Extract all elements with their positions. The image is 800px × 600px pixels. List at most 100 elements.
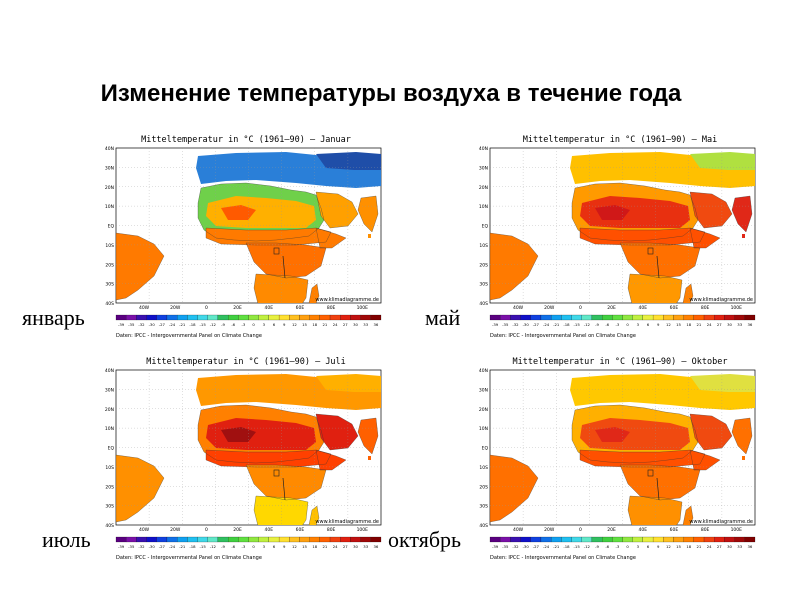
- scale-label: -18: [563, 322, 570, 327]
- color-scale: -39 -35 -32 -30 -27 -24 -21 -18 -15 -12 -9 -6 -3 0 3 6 9…: [489, 536, 756, 549]
- scale-label: 33: [363, 322, 368, 327]
- scale-label: 6: [647, 544, 650, 549]
- scale-swatch: [136, 314, 147, 321]
- scale-swatch: [551, 314, 562, 321]
- scale-swatch: [632, 314, 643, 321]
- region-sri-lanka: [742, 456, 745, 460]
- x-tick-label: 40W: [139, 305, 150, 311]
- scale-swatch: [115, 536, 127, 543]
- scale-swatch: [370, 536, 382, 543]
- region-sahel: [580, 450, 705, 467]
- x-tick-label: 80E: [327, 305, 336, 311]
- scale-swatch: [207, 536, 219, 543]
- scale-label: -18: [189, 544, 196, 549]
- scale-swatch: [268, 314, 280, 321]
- region-sri-lanka: [742, 234, 745, 238]
- label-january: январь: [22, 305, 85, 330]
- map-panel-may: Mitteltemperatur in °C (1961–90) – Mai 40…: [470, 130, 770, 360]
- scale-label: 36: [747, 322, 752, 327]
- y-tick-label: EQ: [482, 446, 489, 452]
- scale-label: 27: [343, 322, 348, 327]
- y-tick-label: 10N: [479, 204, 488, 210]
- scale-label: -3: [616, 322, 620, 327]
- scale-label: -9: [221, 544, 225, 549]
- scale-swatch: [207, 314, 219, 321]
- map-plot-area: 40N 30N 20N 10N EQ 10S 20S 30S 40S 40W 20W 0 20E 40E 6…: [105, 146, 382, 311]
- x-tick-label: 60E: [670, 527, 679, 533]
- y-tick-label: 30N: [479, 165, 488, 171]
- region-horn: [316, 450, 346, 470]
- scale-swatch: [258, 536, 269, 543]
- scale-swatch: [350, 314, 361, 321]
- scale-swatch: [217, 314, 229, 321]
- scale-label: -18: [189, 322, 196, 327]
- x-tick-label: 100E: [731, 527, 743, 533]
- scale-label: 6: [273, 322, 276, 327]
- region-arabia: [316, 192, 358, 228]
- temperature-map: Mitteltemperatur in °C (1961–90) – Juli4…: [105, 357, 382, 561]
- x-tick-label: 20E: [607, 527, 616, 533]
- scale-label: -30: [149, 322, 156, 327]
- scale-label: 15: [302, 322, 307, 327]
- scale-label: 30: [353, 322, 358, 327]
- scale-swatch: [520, 314, 531, 321]
- scale-swatch: [703, 536, 715, 543]
- region-sahel: [580, 228, 705, 245]
- x-tick-label: 20E: [233, 527, 242, 533]
- source-text: Daten: IPCC - Intergovernmental Panel on…: [490, 333, 636, 339]
- scale-swatch: [581, 314, 593, 321]
- scale-swatch: [146, 536, 157, 543]
- x-tick-label: 60E: [296, 527, 305, 533]
- scale-swatch: [126, 536, 137, 543]
- y-tick-label: 40N: [479, 368, 488, 374]
- x-tick-label: 40E: [638, 527, 647, 533]
- scale-label: -24: [543, 544, 550, 549]
- scale-label: -32: [138, 322, 145, 327]
- scale-swatch: [551, 536, 562, 543]
- scale-label: 18: [312, 544, 317, 549]
- scale-label: -27: [159, 322, 166, 327]
- y-tick-label: 10S: [479, 243, 488, 249]
- y-tick-label: 20S: [105, 262, 114, 268]
- scale-swatch: [530, 536, 542, 543]
- scale-label: 3: [263, 322, 266, 327]
- region-brazil: [490, 233, 538, 300]
- scale-swatch: [724, 314, 735, 321]
- scale-swatch: [360, 314, 371, 321]
- region-far-north: [690, 374, 755, 392]
- y-tick-label: 30S: [479, 282, 488, 288]
- y-tick-label: 30N: [105, 165, 114, 171]
- scale-swatch: [350, 536, 361, 543]
- y-tick-label: 20N: [479, 407, 488, 413]
- scale-swatch: [500, 314, 511, 321]
- map-panel-october: Mitteltemperatur in °C (1961–90) – Oktob…: [470, 352, 770, 582]
- region-sahel: [206, 228, 331, 245]
- x-tick-label: 20E: [233, 305, 242, 311]
- region-central: [246, 465, 326, 500]
- scale-label: -15: [574, 322, 581, 327]
- scale-label: 21: [323, 544, 328, 549]
- scale-swatch: [571, 536, 582, 543]
- scale-swatch: [683, 314, 694, 321]
- scale-label: -27: [533, 544, 540, 549]
- scale-label: 3: [637, 544, 640, 549]
- scale-swatch: [714, 314, 725, 321]
- scale-swatch: [652, 314, 664, 321]
- scale-label: 30: [353, 544, 358, 549]
- scale-label: 30: [727, 322, 732, 327]
- scale-label: 27: [343, 544, 348, 549]
- region-india: [358, 196, 378, 232]
- y-tick-label: 30S: [105, 504, 114, 510]
- x-tick-label: 20E: [607, 305, 616, 311]
- scale-swatch: [612, 536, 623, 543]
- scale-label: 15: [302, 544, 307, 549]
- scale-label: 24: [333, 544, 338, 549]
- region-hot-core: [221, 205, 256, 220]
- scale-swatch: [248, 314, 259, 321]
- scale-label: -18: [563, 544, 570, 549]
- scale-label: 21: [697, 544, 702, 549]
- x-tick-label: 40W: [513, 305, 524, 311]
- scale-swatch: [540, 536, 552, 543]
- scale-swatch: [581, 536, 593, 543]
- region-madagascar: [309, 506, 319, 525]
